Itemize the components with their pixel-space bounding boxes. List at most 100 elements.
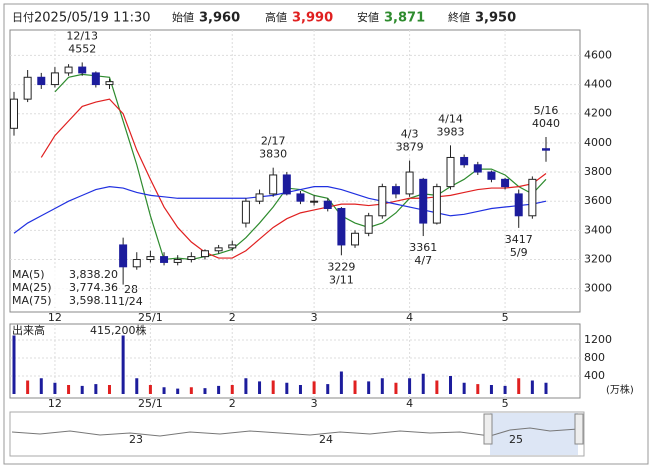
candle-body <box>391 186 400 195</box>
volume-bar <box>80 385 84 394</box>
volume-bar <box>353 380 357 394</box>
annotation-value: 3361 <box>409 241 437 254</box>
volume-bar <box>394 382 398 394</box>
volume-total: 415,200株 <box>90 323 147 337</box>
header-close: 3,950 <box>475 11 516 26</box>
candle-body <box>160 256 169 263</box>
candle-body <box>119 244 128 268</box>
navigator-label: 25 <box>509 433 523 446</box>
navigator-range <box>490 413 578 455</box>
ma-line <box>40 98 547 259</box>
y-tick-label: 3200 <box>584 253 612 266</box>
legend-value: 3,598.11 <box>69 294 118 307</box>
volume-bar <box>449 376 453 394</box>
volume-bar <box>326 384 330 394</box>
navigator-label: 23 <box>129 433 143 446</box>
volume-bar <box>230 385 234 394</box>
volume-bar <box>26 380 30 394</box>
candle-body <box>173 259 182 263</box>
annotation-value: 3417 <box>505 233 533 246</box>
candle-body <box>351 232 360 246</box>
candle-body <box>64 66 73 74</box>
candle-body <box>269 174 278 195</box>
volume-bar <box>421 373 425 394</box>
navigator-line <box>11 427 579 437</box>
price-panel <box>9 29 581 313</box>
volume-bar <box>462 382 466 394</box>
candle-body <box>323 200 332 209</box>
y-tick-label: 3600 <box>584 194 612 207</box>
candle-body <box>542 148 550 151</box>
candle-body <box>132 259 141 268</box>
candle-body <box>364 215 373 234</box>
x-tick-label: 12 <box>48 311 62 324</box>
annotation-date: 4/7 <box>414 254 432 267</box>
candle-body <box>296 193 305 202</box>
y-tick-label: 4400 <box>584 78 612 91</box>
volume-bar <box>380 378 384 394</box>
candle-body <box>460 156 469 166</box>
header-label: 終値 <box>448 10 470 24</box>
volume-bar <box>12 335 16 394</box>
volume-bar <box>530 380 534 394</box>
candle-body <box>528 178 537 217</box>
annotation-value: 4552 <box>68 42 96 55</box>
legend-bg <box>11 282 119 294</box>
volume-bar <box>408 378 412 394</box>
volume-bar <box>503 385 507 394</box>
candle-body <box>501 178 510 188</box>
header-datetime: 2025/05/19 11:30 <box>34 11 151 26</box>
annotation-date: 3/11 <box>329 273 354 286</box>
candle-body <box>255 193 264 202</box>
volume-bar <box>298 385 302 394</box>
x-tick-label: 12 <box>48 397 62 410</box>
volume-bar <box>544 382 548 394</box>
volume-bar <box>217 385 221 394</box>
y-tick-label: 3400 <box>584 223 612 236</box>
candle-body <box>487 171 496 180</box>
volume-bar <box>135 378 139 394</box>
candle-body <box>405 171 414 195</box>
candle-body <box>282 174 291 195</box>
legend-value: 3,838.20 <box>69 268 118 281</box>
x-tick-label: 4 <box>406 311 413 324</box>
volume-bar <box>271 380 275 394</box>
candle-body <box>105 81 114 86</box>
volume-bar <box>517 378 521 394</box>
candle-body <box>446 156 455 188</box>
header-label: 安値 <box>357 10 379 24</box>
annotation-date: 12/13 <box>66 29 98 42</box>
volume-bar <box>67 385 71 394</box>
volume-bar <box>39 378 43 394</box>
annotation-value: 4040 <box>532 117 560 130</box>
legend-bg <box>11 269 119 281</box>
y-tick-label: 3000 <box>584 282 612 295</box>
header-high: 3,990 <box>292 11 333 26</box>
candle-body <box>200 250 209 258</box>
x-tick-label: 2 <box>229 397 236 410</box>
navigator-handle[interactable] <box>574 413 584 445</box>
volume-bar <box>121 335 125 394</box>
y-tick-label: 4000 <box>584 136 612 149</box>
candle-body <box>514 193 523 217</box>
volume-unit: (万株) <box>606 383 634 396</box>
x-tick-label: 3 <box>311 397 318 410</box>
y-tick-label: 1200 <box>584 333 612 346</box>
header-open: 3,960 <box>199 11 240 26</box>
header-label: 日付 <box>12 11 34 24</box>
volume-title: 出来高 <box>12 323 45 337</box>
candle-body <box>214 247 223 252</box>
header-label: 始値 <box>172 10 194 24</box>
volume-bar <box>53 382 57 394</box>
annotation-date: 5/9 <box>510 246 528 259</box>
candle-body <box>432 186 441 224</box>
x-tick-label: 2 <box>229 311 236 324</box>
ma-line <box>13 186 547 234</box>
annotation-date: 5/16 <box>534 104 559 117</box>
navigator-handle[interactable] <box>483 413 493 445</box>
y-tick-label: 4600 <box>584 48 612 61</box>
legend-name: MA(25) <box>12 281 52 294</box>
candle-body <box>228 244 237 249</box>
candle-body <box>78 66 87 74</box>
